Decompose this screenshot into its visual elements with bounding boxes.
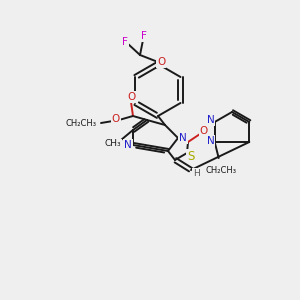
Text: O: O: [157, 57, 165, 67]
Text: F: F: [122, 37, 128, 47]
Text: CH₂CH₃: CH₂CH₃: [66, 118, 97, 127]
Text: CH₂CH₃: CH₂CH₃: [205, 166, 236, 175]
Text: CH₃: CH₃: [105, 140, 121, 148]
Text: N: N: [207, 136, 214, 146]
Text: S: S: [187, 149, 195, 163]
Text: N: N: [179, 133, 187, 143]
Text: N: N: [207, 115, 214, 125]
Text: O: O: [200, 126, 208, 136]
Text: H: H: [193, 169, 200, 178]
Text: N: N: [124, 140, 132, 150]
Text: O: O: [127, 92, 135, 102]
Text: F: F: [141, 31, 147, 41]
Text: O: O: [112, 114, 120, 124]
